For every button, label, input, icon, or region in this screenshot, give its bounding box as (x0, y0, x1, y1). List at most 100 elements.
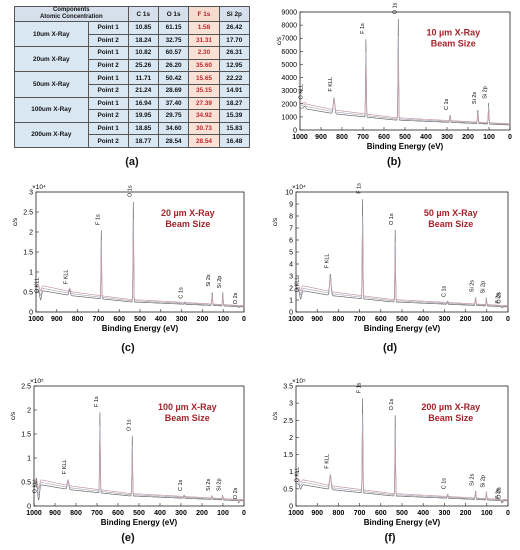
xps-spectrum-200um: 1000 900 800 700 600 500 400 300 200 100 000.511.5… (272, 378, 510, 527)
o1s-value: 34.60 (157, 121, 190, 136)
caption-a: (a) (125, 156, 139, 168)
x-tick-label: 0 (506, 316, 510, 323)
peak-label: Si 2s (472, 92, 478, 104)
c1s-value: 19.95 (127, 109, 159, 123)
o1s-value: 32.75 (157, 33, 190, 48)
point-label: Point 1 (87, 46, 129, 60)
x-tick-label: 300 (439, 316, 451, 323)
peak-label: Si 2s (470, 280, 476, 292)
x-tick-label: 200 (462, 134, 474, 141)
c1s-value: 16.94 (127, 96, 159, 111)
x-tick-label: 900 (311, 316, 323, 323)
o1s-value: 28.69 (157, 83, 190, 98)
y-tick-label: 0.5 (23, 290, 33, 297)
peak-label: O 1s (389, 399, 395, 411)
caption-c: (c) (121, 342, 135, 354)
x-tick-label: 0 (506, 510, 510, 517)
beam-size-annotation: 20 µm X-Ray (161, 208, 215, 218)
y-tick-label: 6 (289, 238, 293, 245)
y-tick-label: 3 (289, 401, 293, 408)
beam-size-label: 100um X-Ray (14, 96, 89, 123)
table-row: Point 2 25.26 26.20 35.60 12.95 (15, 58, 251, 73)
si2p-value: 26.42 (218, 21, 251, 35)
y-axis-label: c/s (12, 217, 19, 226)
y-tick-label: 5 (289, 250, 293, 257)
x-tick-label: 800 (333, 316, 345, 323)
peak-label: F KLL (328, 77, 334, 92)
x-tick-label: 700 (354, 316, 366, 323)
c1s-value: 10.85 (127, 21, 159, 35)
x-tick-label: 400 (420, 134, 432, 141)
c1s-value: 18.77 (127, 134, 159, 148)
x-tick-label: 100 (483, 134, 495, 141)
beam-size-annotation: Beam Size (165, 219, 210, 229)
f1s-value: 34.92 (188, 109, 220, 123)
spectrum-panel-e: 1000 900 800 700 600 500 400 300 200 100 0 0 0.5 1 1.5… (6, 376, 250, 527)
f1s-value: 28.54 (188, 134, 220, 148)
si2p-value: 18.27 (218, 96, 251, 111)
x-tick-label: 400 (154, 510, 166, 517)
x-tick-label: 500 (399, 134, 411, 141)
x-tick-label: 400 (417, 316, 429, 323)
y-tick-label: 10 (285, 190, 293, 197)
spectrum-trace (299, 57, 510, 125)
o1s-value: 37.40 (157, 96, 190, 111)
beam-size-annotation: Beam Size (428, 413, 473, 423)
peak-label: C 1s (444, 98, 450, 110)
x-tick-label: 0 (242, 510, 246, 517)
x-tick-label: 100 (217, 316, 229, 323)
caption-e: (e) (121, 532, 135, 544)
x-tick-label: 1000 (292, 134, 308, 141)
y-tick-label: 0 (289, 504, 293, 511)
spectrum-trace (35, 239, 244, 307)
o1s-value: 61.15 (157, 21, 190, 35)
si2p-value: 26.31 (218, 46, 251, 60)
f1s-value: 27.39 (188, 96, 220, 111)
beam-size-annotation: Beam Size (431, 39, 476, 49)
caption-d: (d) (382, 342, 398, 354)
y-tick-label: 3 (29, 190, 33, 197)
o1s-value: 29.75 (157, 109, 190, 123)
y-tick-label: 0 (293, 128, 297, 135)
x-tick-label: 0 (508, 134, 512, 141)
x-tick-label: 800 (336, 134, 348, 141)
o1s-value: 28.54 (157, 134, 190, 148)
o1s-value: 60.57 (157, 46, 190, 60)
point-label: Point 1 (87, 21, 129, 35)
spectrum-panel-b: 1000 900 800 700 600 500 400 300 200 100 0 0 1000 200… (272, 2, 516, 154)
beam-size-label: 20um X-Ray (14, 46, 89, 73)
y-tick-label: 0 (29, 310, 33, 317)
x-tick-label: 200 (196, 510, 208, 517)
x-tick-label: 300 (441, 134, 453, 141)
spectrum-trace (295, 433, 508, 502)
si2p-value: 16.48 (218, 134, 251, 148)
y-tick-label: 2.5 (23, 210, 33, 217)
x-tick-label: 600 (112, 510, 124, 517)
x-axis-label: Binding Energy (eV) (102, 324, 179, 333)
y-axis-label: c/s (272, 217, 279, 226)
peak-label: Si 2p (217, 276, 223, 289)
point-label: Point 1 (87, 121, 129, 136)
x-tick-label: 200 (197, 316, 209, 323)
components-header-line2: Atomic Concentration (39, 14, 103, 20)
spectrum-trace (33, 441, 244, 502)
table-row: Point 2 21.24 28.69 35.15 14.91 (15, 83, 251, 98)
si2p-value: 22.22 (218, 71, 251, 85)
peak-label: F KLL (62, 460, 68, 475)
y-tick-label: 1.5 (21, 432, 31, 439)
peak-label: O KLL (295, 277, 301, 293)
x-tick-label: 1000 (288, 316, 304, 323)
x-tick-label: 600 (375, 510, 387, 517)
y-exponent-label: ×10⁵ (292, 378, 306, 385)
peak-label: Si 2p (217, 478, 223, 491)
table-body: 10um X-Ray Point 1 10.85 61.15 1.58 26.42 Poin… (14, 20, 251, 148)
beam-size-annotation: 50 µm X-Ray (424, 208, 478, 218)
x-tick-label: 400 (155, 316, 167, 323)
y-tick-label: 1.5 (283, 452, 293, 459)
table-row: 200um X-Ray Point 1 18.85 34.60 30.73 15.83 (14, 121, 251, 148)
y-tick-label: 2000 (281, 101, 297, 108)
xps-spectrum-20um: 1000 900 800 700 600 500 400 300 200 100 000.511.5… (12, 184, 246, 333)
point-label: Point 1 (87, 71, 129, 85)
y-tick-label: 2 (289, 435, 293, 442)
components-header-line1: Components (52, 7, 90, 13)
